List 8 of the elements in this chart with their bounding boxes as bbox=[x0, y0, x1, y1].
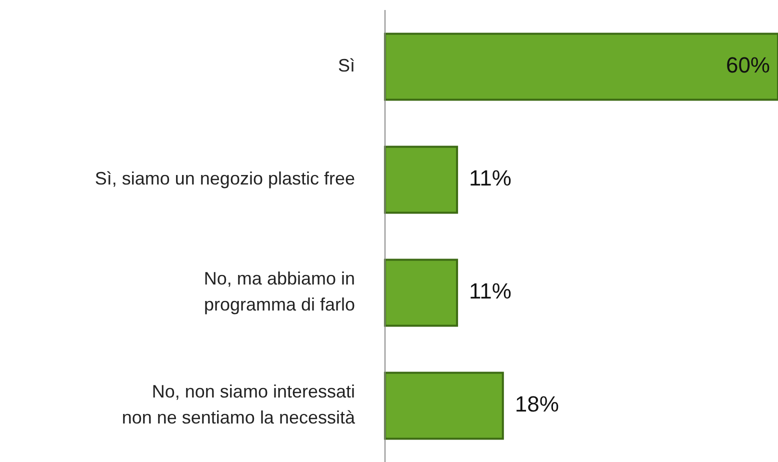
data-label: 18% bbox=[514, 392, 559, 417]
data-label: 60% bbox=[726, 52, 770, 78]
y-tick-label: Sì, siamo un negozio plastic free bbox=[94, 168, 355, 188]
data-label: 11% bbox=[469, 278, 512, 304]
y-tick-label: Sì bbox=[338, 55, 355, 76]
y-tick-label: No, non siamo interessati non ne sentiamo la necessità bbox=[122, 381, 356, 428]
y-tick-label: No, ma abbiamo in programma di farlo bbox=[204, 268, 355, 314]
data-label: 11% bbox=[469, 166, 512, 191]
